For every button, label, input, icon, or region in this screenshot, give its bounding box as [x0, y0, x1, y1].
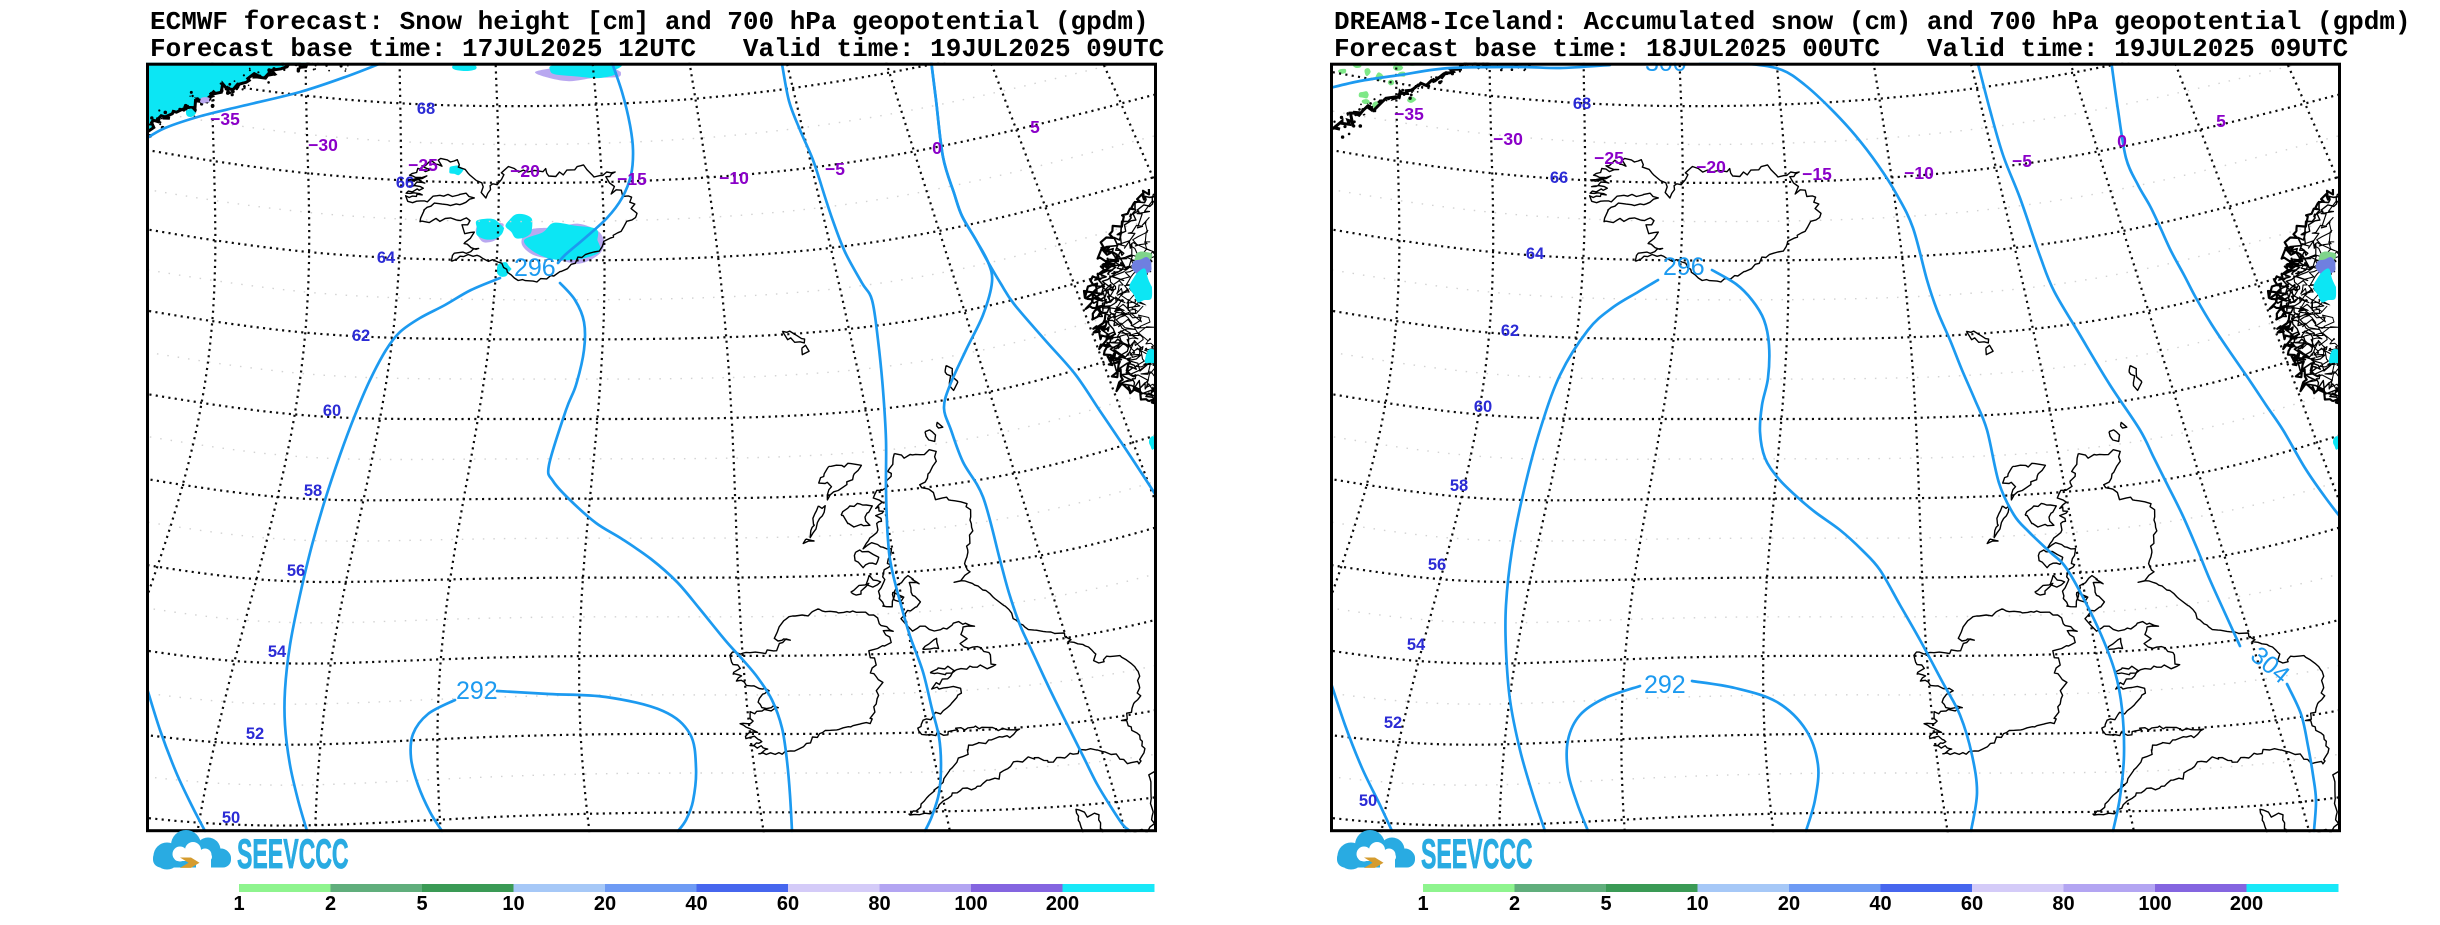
svg-text:5: 5 — [1600, 893, 1611, 915]
svg-text:0: 0 — [2117, 131, 2127, 151]
svg-text:SEEVCCC: SEEVCCC — [237, 831, 349, 878]
svg-text:Forecast base time: 17JUL2025: Forecast base time: 17JUL2025 12UTC Vali… — [150, 34, 1164, 64]
svg-text:5: 5 — [1030, 117, 1040, 137]
svg-text:292: 292 — [1644, 671, 1686, 699]
svg-text:−30: −30 — [1493, 129, 1523, 149]
svg-text:ECMWF forecast: Snow height [c: ECMWF forecast: Snow height [cm] and 700… — [150, 7, 1149, 37]
svg-text:−10: −10 — [719, 168, 749, 188]
svg-text:5: 5 — [2216, 111, 2226, 131]
svg-text:300: 300 — [1645, 49, 1687, 77]
svg-text:−10: −10 — [1904, 163, 1934, 183]
svg-text:−5: −5 — [2012, 151, 2032, 171]
svg-text:40: 40 — [685, 893, 707, 915]
svg-text:−25: −25 — [408, 155, 438, 175]
svg-text:292: 292 — [456, 677, 498, 705]
svg-text:68: 68 — [417, 100, 435, 118]
svg-text:0: 0 — [932, 138, 942, 158]
svg-text:68: 68 — [1573, 95, 1591, 113]
svg-text:10: 10 — [1686, 893, 1708, 915]
svg-text:50: 50 — [1359, 792, 1377, 810]
svg-text:20: 20 — [594, 893, 616, 915]
svg-text:80: 80 — [868, 893, 890, 915]
svg-text:296: 296 — [1663, 253, 1705, 281]
svg-text:−15: −15 — [617, 169, 647, 189]
svg-text:1: 1 — [233, 893, 244, 915]
svg-text:100: 100 — [954, 893, 987, 915]
svg-text:64: 64 — [1526, 245, 1545, 263]
svg-text:−20: −20 — [510, 161, 540, 181]
svg-text:52: 52 — [1384, 714, 1402, 732]
svg-text:60: 60 — [777, 893, 799, 915]
svg-text:−15: −15 — [1802, 164, 1832, 184]
svg-text:20: 20 — [1778, 893, 1800, 915]
svg-text:SEEVCCC: SEEVCCC — [1421, 831, 1533, 878]
svg-text:56: 56 — [1428, 556, 1446, 574]
svg-text:40: 40 — [1869, 893, 1891, 915]
svg-text:62: 62 — [1501, 322, 1519, 340]
svg-text:−30: −30 — [308, 135, 338, 155]
svg-text:64: 64 — [377, 249, 396, 267]
svg-text:58: 58 — [304, 482, 322, 500]
svg-text:200: 200 — [2230, 893, 2263, 915]
svg-text:60: 60 — [1961, 893, 1983, 915]
svg-text:60: 60 — [323, 402, 341, 420]
svg-text:62: 62 — [352, 327, 370, 345]
svg-text:66: 66 — [396, 174, 414, 192]
svg-text:52: 52 — [246, 725, 264, 743]
svg-text:DREAM8-Iceland: Accumulated sn: DREAM8-Iceland: Accumulated snow (cm) an… — [1334, 7, 2411, 37]
svg-text:−25: −25 — [1594, 148, 1624, 168]
svg-text:80: 80 — [2052, 893, 2074, 915]
svg-text:54: 54 — [1407, 636, 1426, 654]
svg-text:56: 56 — [287, 562, 305, 580]
svg-text:66: 66 — [1550, 169, 1568, 187]
svg-text:54: 54 — [268, 643, 287, 661]
svg-text:1: 1 — [1417, 893, 1428, 915]
svg-text:−20: −20 — [1696, 157, 1726, 177]
svg-text:58: 58 — [1450, 477, 1468, 495]
svg-text:−35: −35 — [210, 109, 240, 129]
svg-text:5: 5 — [416, 893, 427, 915]
svg-text:−35: −35 — [1394, 104, 1424, 124]
svg-text:10: 10 — [502, 893, 524, 915]
svg-text:200: 200 — [1046, 893, 1079, 915]
svg-text:Forecast base time: 18JUL2025: Forecast base time: 18JUL2025 00UTC Vali… — [1334, 34, 2348, 64]
svg-text:−5: −5 — [825, 159, 845, 179]
svg-text:100: 100 — [2138, 893, 2171, 915]
svg-text:2: 2 — [325, 893, 336, 915]
svg-text:2: 2 — [1509, 893, 1520, 915]
svg-text:296: 296 — [514, 254, 556, 282]
svg-text:50: 50 — [222, 809, 240, 827]
svg-text:60: 60 — [1474, 398, 1492, 416]
